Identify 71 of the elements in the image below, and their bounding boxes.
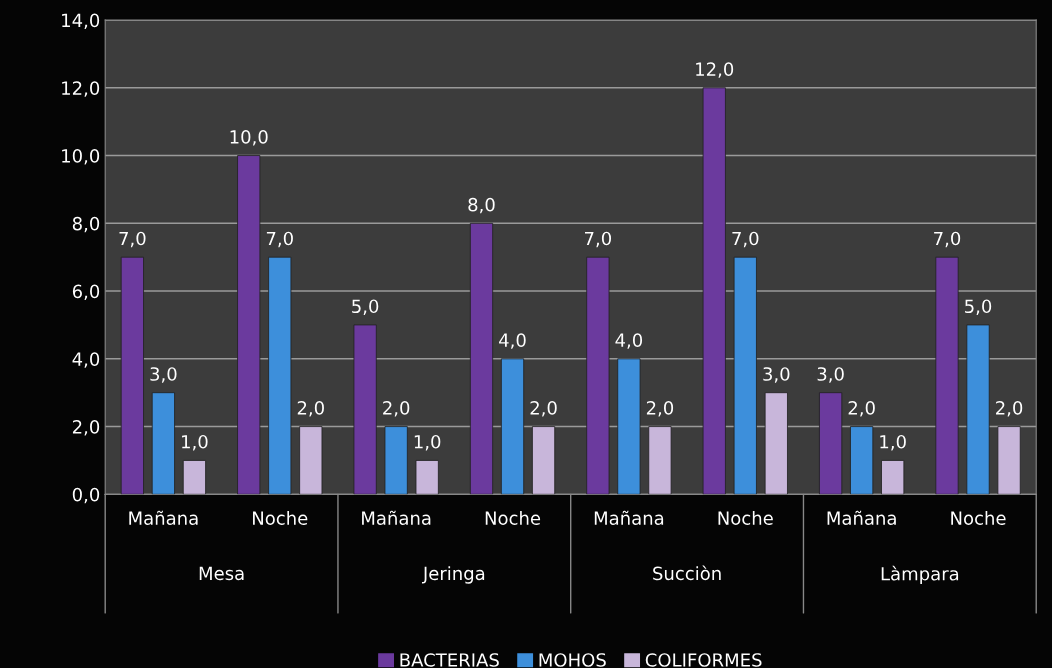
data-label: 10,0 bbox=[230, 130, 268, 146]
data-label: 1,0 bbox=[880, 434, 906, 451]
legend-label: BACTERIAS bbox=[400, 653, 499, 667]
data-label: 1,0 bbox=[182, 434, 208, 451]
x-tick-label: Mañana bbox=[594, 510, 664, 525]
bar bbox=[469, 222, 494, 495]
legend-label: MOHOS bbox=[539, 653, 606, 667]
data-label: 4,0 bbox=[499, 333, 526, 349]
data-label: 3,0 bbox=[817, 367, 844, 383]
x-tick-label: Noche bbox=[718, 510, 773, 525]
data-label: 5,0 bbox=[965, 299, 992, 315]
bar bbox=[702, 87, 726, 495]
data-label: 2,0 bbox=[297, 401, 324, 417]
bar bbox=[151, 392, 175, 495]
y-tick-label: 8,0 bbox=[72, 216, 100, 233]
data-label: 1,0 bbox=[414, 434, 441, 451]
data-label: 5,0 bbox=[352, 299, 379, 315]
y-tick-label: 6,0 bbox=[72, 284, 100, 301]
bar bbox=[966, 324, 990, 495]
data-label: 2,0 bbox=[383, 401, 410, 417]
bar bbox=[120, 256, 144, 495]
text: Succiòn bbox=[653, 565, 721, 581]
data-label: 2,0 bbox=[848, 401, 875, 417]
data-label: 7,0 bbox=[266, 231, 293, 248]
x-tick-label: Noche bbox=[951, 510, 1006, 525]
bar bbox=[500, 358, 525, 495]
data-label: 3,0 bbox=[763, 367, 790, 383]
x-tick-label: Noche bbox=[485, 510, 541, 525]
data-label: 7,0 bbox=[584, 231, 612, 248]
y-tick-label: 2,0 bbox=[72, 420, 100, 436]
x-tick-label: Mañana bbox=[129, 510, 198, 525]
y-tick-label: 4,0 bbox=[72, 352, 100, 368]
data-label: 2,0 bbox=[996, 401, 1023, 417]
x-tick-label: Noche bbox=[253, 510, 308, 525]
data-label: 4,0 bbox=[615, 333, 643, 349]
data-label: 7,0 bbox=[934, 231, 961, 248]
y-tick-label: 10,0 bbox=[62, 149, 100, 165]
bar bbox=[415, 460, 439, 495]
data-label: 2,0 bbox=[646, 401, 674, 417]
bar bbox=[237, 155, 261, 495]
text: Mesa bbox=[199, 566, 244, 581]
data-label: 3,0 bbox=[150, 367, 177, 383]
bar bbox=[733, 256, 757, 495]
text: Làmpara bbox=[881, 565, 959, 585]
x-tick-label: Mañana bbox=[827, 510, 896, 525]
bar bbox=[299, 426, 323, 495]
data-label: 8,0 bbox=[468, 197, 495, 214]
y-tick-label: 14,0 bbox=[62, 13, 100, 29]
text: Jeringa bbox=[421, 566, 485, 584]
bar bbox=[648, 426, 672, 495]
bar bbox=[819, 392, 843, 495]
bar bbox=[935, 256, 959, 495]
bar bbox=[384, 426, 408, 495]
bar bbox=[764, 392, 788, 495]
bar bbox=[182, 460, 207, 495]
data-label: 7,0 bbox=[119, 231, 146, 248]
legend-label: COLIFORMES bbox=[645, 653, 762, 667]
bar bbox=[586, 256, 610, 495]
bar bbox=[850, 426, 874, 495]
bar bbox=[881, 460, 905, 495]
bar bbox=[268, 256, 292, 495]
bar bbox=[617, 358, 641, 495]
data-label: 7,0 bbox=[732, 231, 759, 248]
y-tick-label: 0,0 bbox=[72, 487, 100, 504]
bar bbox=[997, 426, 1021, 495]
y-tick-label: 12,0 bbox=[62, 81, 100, 97]
x-tick-label: Mañana bbox=[362, 510, 431, 525]
bar bbox=[531, 426, 556, 495]
data-label: 2,0 bbox=[530, 401, 557, 417]
bar bbox=[353, 324, 377, 495]
data-label: 12,0 bbox=[696, 62, 734, 78]
